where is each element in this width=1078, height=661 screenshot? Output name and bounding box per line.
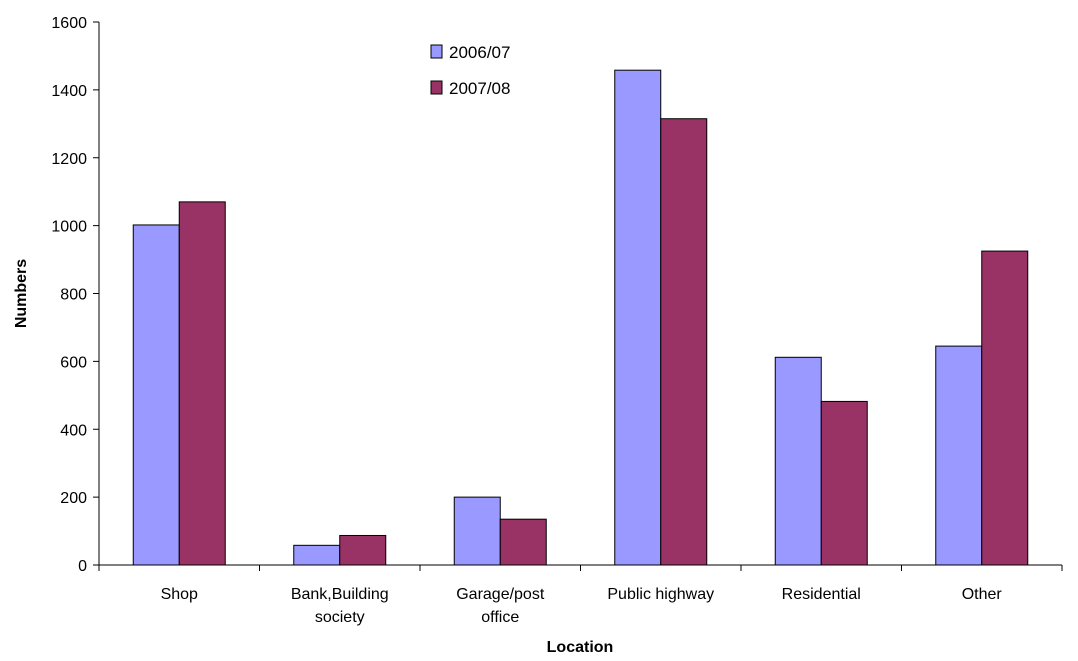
x-tick-label: Garage/post office	[456, 586, 545, 626]
bar-2007-08-3	[660, 118, 708, 566]
y-tick-label: 600	[60, 354, 87, 371]
legend: 2006/07 2007/08	[430, 43, 510, 98]
x-tick-label: Shop	[161, 586, 198, 603]
y-tick-label: 800	[60, 287, 87, 304]
bar-2007-08-1	[339, 534, 387, 566]
bar-2007-08-5	[981, 250, 1029, 566]
bar-2007-08-4	[820, 400, 868, 566]
y-tick-label: 400	[60, 422, 87, 439]
x-tick-label: Public highway	[607, 586, 714, 603]
x-tick-label: Other	[962, 586, 1003, 603]
x-axis-title: Location	[547, 639, 614, 656]
y-tick-label: 0	[78, 558, 87, 575]
x-tick-labels: Shop Bank,Building society Garage/post offic…	[161, 586, 1003, 626]
x-tick-label: Residential	[782, 586, 861, 603]
y-tick-label: 1000	[51, 219, 87, 236]
bar-2006-07-3	[614, 69, 662, 566]
y-tick-label: 1600	[51, 15, 87, 32]
bar-2007-08-2	[499, 518, 547, 566]
bar-2006-07-0	[132, 224, 180, 566]
legend-swatch	[430, 80, 443, 95]
axes-group	[93, 21, 1063, 571]
bar-2007-08-0	[178, 201, 226, 566]
bar-2006-07-5	[935, 345, 983, 566]
legend-label: 2007/08	[449, 79, 510, 98]
bars-group	[132, 69, 1029, 566]
legend-label: 2006/07	[449, 43, 510, 62]
y-tick-label: 200	[60, 490, 87, 507]
y-tick-label: 1200	[51, 151, 87, 168]
y-axis-title: Numbers	[13, 259, 30, 328]
legend-swatch	[430, 44, 443, 59]
bar-2006-07-4	[774, 356, 822, 566]
bar-2006-07-2	[453, 496, 501, 566]
y-tick-labels: 0 200 400 600 800 1000 1200 1400 1600	[51, 15, 87, 575]
x-tick-label: Bank,Building society	[291, 586, 389, 626]
y-tick-label: 1400	[51, 83, 87, 100]
bar-2006-07-1	[293, 544, 341, 566]
